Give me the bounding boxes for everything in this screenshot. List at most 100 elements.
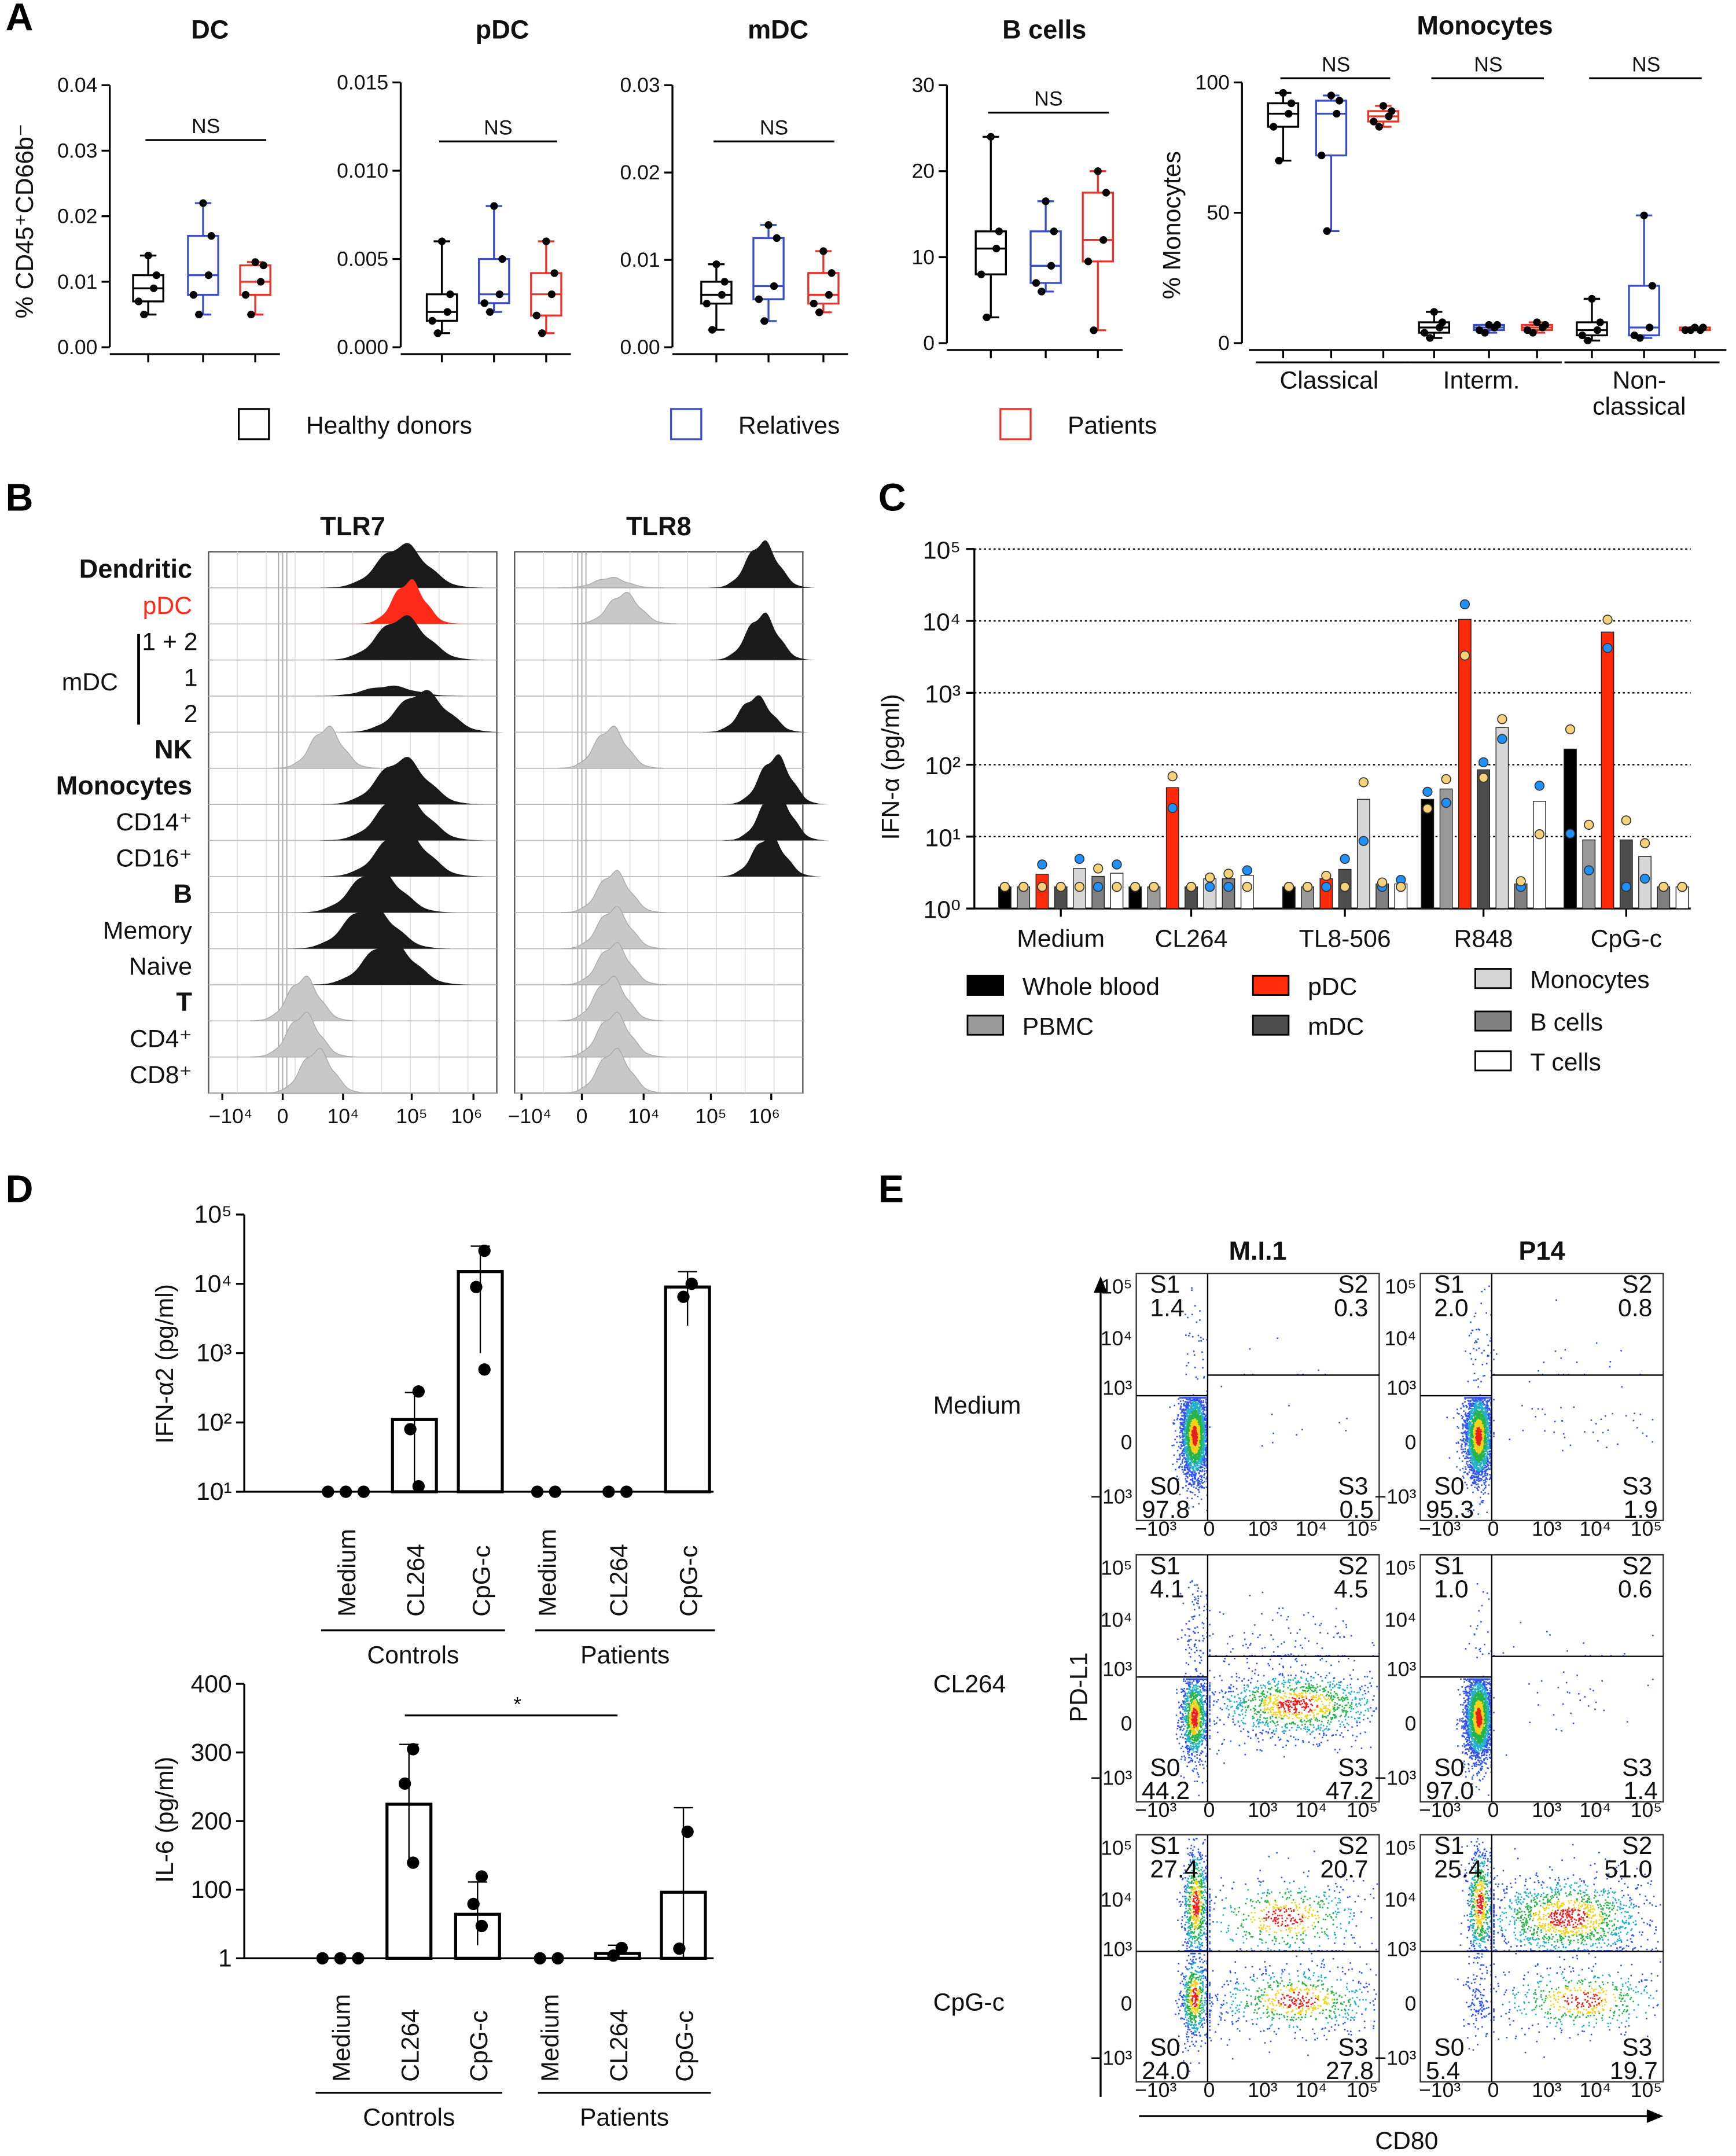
scatter-point (1188, 1420, 1190, 1422)
scatter-point (1195, 1403, 1197, 1404)
scatter-point (1187, 1433, 1189, 1435)
bar-pbmc (1439, 788, 1453, 909)
scatter-point (1191, 1455, 1193, 1456)
scatter-point (1485, 1474, 1487, 1477)
scatter-point (1169, 1406, 1171, 1408)
scatter-point (1473, 1479, 1475, 1481)
data-point (207, 232, 215, 240)
scatter-point (1198, 1467, 1200, 1469)
scatter-point (1189, 1469, 1191, 1471)
scatter-point (1205, 1425, 1207, 1427)
bar-mdc (1619, 839, 1633, 909)
scatter-point (1197, 1452, 1200, 1454)
scatter-point (1196, 1444, 1197, 1446)
scatter-point (1462, 1455, 1465, 1457)
x-category-label: Medium (333, 1529, 361, 1617)
scatter-point (1196, 1467, 1198, 1469)
significance-label: * (513, 1693, 521, 1716)
significance-label: NS (1474, 53, 1502, 76)
scatter-point (1473, 1430, 1476, 1432)
scatter-point (1483, 1484, 1485, 1485)
y-tick-label: 50 (1207, 201, 1230, 225)
scatter-point (1196, 1455, 1197, 1457)
panel-label-B: B (5, 476, 33, 519)
scatter-point (1477, 1398, 1479, 1400)
donor-point (1497, 714, 1507, 724)
legend-label: Patients (1068, 412, 1157, 440)
scatter-point (1196, 1442, 1198, 1444)
donor-point (1497, 734, 1507, 744)
scatter-point (1478, 1473, 1480, 1476)
scatter-point (1189, 1458, 1191, 1460)
data-point (407, 1743, 420, 1756)
scatter-point (1470, 1459, 1472, 1461)
scatter-point (1196, 1426, 1197, 1428)
x-tick-label: 10⁵ (695, 1105, 726, 1128)
donor-point (1677, 882, 1687, 892)
scatter-point (1200, 1469, 1201, 1471)
scatter-point (1197, 1399, 1199, 1401)
scatter-point (1479, 1397, 1481, 1400)
data-point (1084, 257, 1093, 266)
scatter-point (1189, 1467, 1191, 1469)
scatter-point (1465, 1438, 1467, 1441)
scatter-point (1183, 1452, 1185, 1455)
scatter-point (1193, 1398, 1195, 1400)
donor-point (1602, 615, 1613, 625)
scatter-point (1202, 1455, 1204, 1457)
scatter-point (1181, 1430, 1183, 1433)
scatter-point (1202, 1401, 1204, 1404)
scatter-point (1201, 1457, 1202, 1459)
scatter-point (1198, 1487, 1200, 1489)
scatter-point (1469, 1407, 1470, 1409)
data-point (673, 1942, 686, 1955)
scatter-point (1198, 1417, 1201, 1419)
scatter-point (1183, 1409, 1186, 1411)
y-tick-label: 0 (1218, 332, 1230, 355)
histogram-peak (571, 591, 677, 624)
row-label: Memory (103, 917, 193, 944)
scatter-point (1183, 1411, 1186, 1413)
scatter-point (1182, 1424, 1183, 1426)
scatter-point (1186, 1497, 1189, 1499)
x-category-label: Medium (534, 1529, 561, 1617)
scatter-point (1193, 1425, 1196, 1427)
scatter-point (1182, 1435, 1183, 1437)
box-0-box (425, 293, 458, 322)
scatter-point (1182, 1487, 1184, 1489)
scatter-point (1196, 1437, 1198, 1440)
scatter-point (1486, 1448, 1488, 1450)
scatter-point (1189, 1462, 1191, 1463)
scatter-point (1203, 1487, 1205, 1489)
scatter-point (1199, 1433, 1201, 1435)
box-2-box (807, 272, 840, 305)
scatter-point (1187, 1423, 1189, 1426)
scatter-point (1484, 1492, 1486, 1493)
scatter-point (1188, 1437, 1190, 1439)
data-point (1323, 227, 1331, 235)
scatter-point (1466, 1419, 1468, 1421)
scatter-point (1198, 1400, 1200, 1402)
legend-label: Monocytes (1530, 966, 1649, 994)
scatter-point (1198, 1450, 1201, 1452)
scatter-point (1487, 1408, 1488, 1410)
scatter-point (1200, 1403, 1202, 1405)
scatter-point (1473, 1481, 1475, 1483)
scatter-point (1202, 1444, 1204, 1447)
scatter-point (1196, 1414, 1198, 1417)
scatter-point (1196, 1469, 1198, 1471)
scatter-point (1484, 1462, 1486, 1464)
scatter-point (1473, 1466, 1475, 1469)
data-point (1691, 323, 1699, 332)
scatter-point (1203, 1428, 1205, 1430)
scatter-point (1194, 1415, 1197, 1418)
scatter-point (1461, 1432, 1463, 1434)
scatter-point (1477, 1513, 1480, 1515)
scatter-point (1197, 1454, 1200, 1456)
scatter-point (1205, 1403, 1208, 1405)
scatter-point (1197, 1449, 1199, 1451)
significance-label: NS (1632, 53, 1660, 76)
scatter-point (1192, 1441, 1194, 1444)
data-point (992, 244, 1001, 253)
group-label: Patients (580, 2104, 669, 2132)
